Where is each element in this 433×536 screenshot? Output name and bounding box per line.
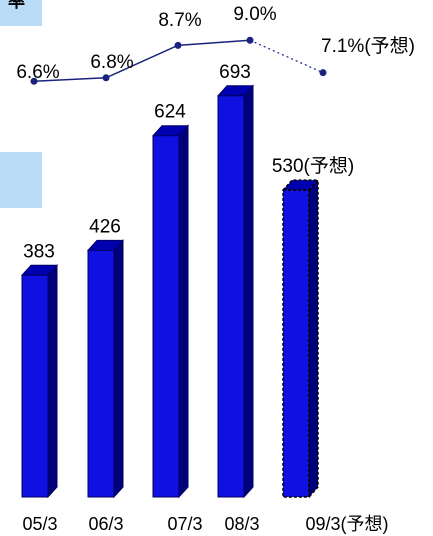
bar-07/3: 624 [151, 102, 190, 499]
bar-value-label: 426 [89, 216, 121, 237]
bar-side [243, 84, 254, 499]
legend-label: 率 [8, 0, 25, 11]
x-tick-label: 09/3(予想) [305, 514, 388, 534]
bar-front [282, 189, 310, 498]
legend-box [0, 0, 42, 26]
x-tick-label: 05/3 [22, 514, 57, 534]
ratio-point [174, 41, 182, 49]
bar-side [308, 178, 319, 499]
ratio-label: 8.7% [158, 10, 201, 31]
ratio-point [30, 77, 38, 85]
ratio-point [246, 36, 254, 44]
ratio-label: 6.6% [16, 62, 59, 83]
bar-front [217, 95, 245, 498]
ratio-label: 7.1%(予想) [321, 35, 415, 57]
bar-value-label: 530(予想) [272, 155, 354, 177]
bar-value-label: 383 [23, 241, 55, 262]
legend-box [0, 152, 42, 208]
ratio-point [102, 74, 110, 82]
x-tick-label: 06/3 [88, 514, 123, 534]
bar-front [21, 274, 49, 498]
ratio-point [319, 69, 327, 77]
bar-value-label: 624 [154, 102, 186, 123]
x-tick-label: 08/3 [224, 514, 259, 534]
bar-06/3: 426 [86, 216, 125, 499]
bar-side [178, 124, 189, 499]
bar-value-label: 693 [219, 62, 251, 83]
ratio-line-forecast [249, 39, 324, 74]
ratio-line [33, 39, 251, 82]
bar-05/3: 383 [20, 241, 59, 499]
bar-09/3(予想): 530(予想) [272, 155, 354, 499]
bar-front [152, 135, 180, 498]
bar-side [47, 263, 58, 499]
ratio-label: 9.0% [233, 4, 276, 25]
bar-08/3: 693 [216, 62, 255, 499]
ratio-label: 6.8% [90, 52, 133, 73]
x-tick-label: 07/3 [167, 514, 202, 534]
bar-side [113, 239, 124, 499]
bar-front [87, 249, 115, 498]
